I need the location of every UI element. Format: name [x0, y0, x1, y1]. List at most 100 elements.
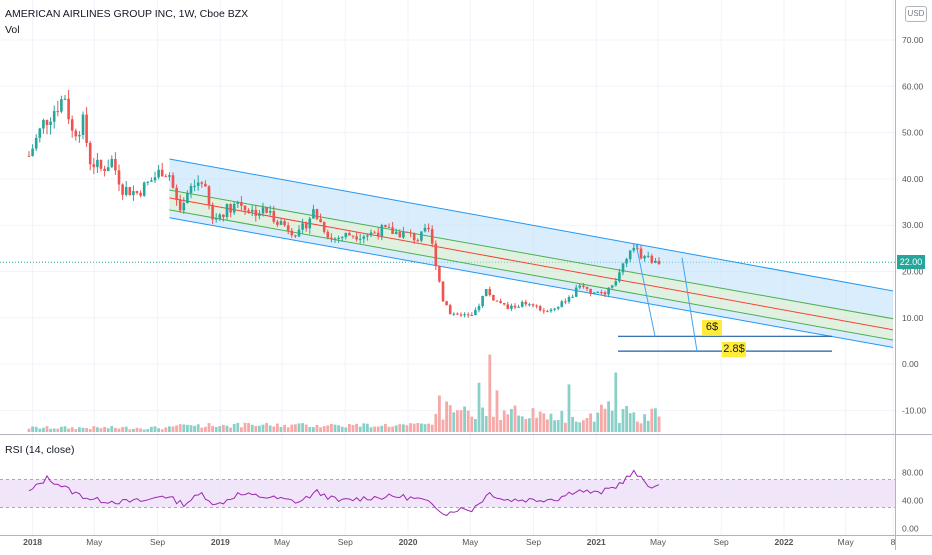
volume-bar — [38, 428, 42, 432]
candle-body — [258, 213, 261, 216]
rsi-tick-label: 0.00 — [902, 524, 919, 534]
volume-bar — [567, 384, 571, 432]
candle-body — [67, 98, 70, 120]
volume-bar — [92, 426, 96, 432]
volume-bar — [524, 419, 528, 432]
candle-body — [74, 130, 78, 137]
time-tick-label: Sep — [526, 537, 541, 547]
candle-body — [164, 176, 168, 178]
candle-body — [99, 159, 103, 169]
candle-body — [272, 211, 276, 222]
volume-bar — [225, 425, 229, 432]
candle-body — [582, 285, 585, 287]
candle-body — [276, 221, 279, 225]
candle-body — [459, 314, 463, 316]
volume-bar — [409, 423, 412, 432]
volume-bar — [214, 426, 218, 432]
candle-body — [650, 255, 654, 263]
volume-bar — [67, 428, 70, 432]
candle-body — [499, 301, 502, 304]
target-label-2[interactable]: 2.8$ — [722, 342, 746, 357]
target-label-1[interactable]: 6$ — [702, 320, 722, 335]
volume-bar — [355, 423, 358, 432]
channel-line-mid — [169, 197, 894, 331]
candle-body — [204, 183, 207, 187]
candle-body — [470, 315, 474, 317]
currency-badge[interactable]: USD — [905, 6, 927, 22]
projection-line-2 — [681, 257, 698, 352]
volume-bar — [261, 424, 265, 432]
current-price-tag: 22.00 — [897, 255, 925, 269]
volume-bar — [157, 428, 160, 432]
candle-body — [63, 98, 67, 100]
candle-body — [412, 233, 416, 241]
volume-bar — [502, 410, 506, 432]
candle-body — [618, 272, 621, 282]
volume-bar — [459, 410, 463, 432]
volume-bar — [445, 401, 448, 432]
candle-body — [416, 240, 420, 242]
volume-bar — [207, 423, 211, 432]
candle-body — [625, 259, 628, 264]
price-tick-label: -10.00 — [902, 405, 926, 415]
candle-body — [466, 314, 470, 316]
volume-bar — [531, 408, 535, 432]
time-tick-label: 2020 — [399, 537, 418, 547]
candle-body — [333, 238, 337, 240]
candlesticks — [27, 89, 661, 318]
candle-body — [391, 227, 394, 234]
time-tick-label: May — [838, 537, 855, 547]
volume-bar — [592, 421, 596, 432]
candle-body — [153, 177, 157, 181]
candle-body — [427, 227, 430, 230]
volume-bar — [366, 423, 369, 432]
candle-body — [218, 214, 222, 219]
volume-bar — [268, 425, 272, 432]
volume-bar — [452, 412, 456, 432]
volume-bar — [232, 424, 236, 432]
candle-body — [362, 236, 366, 239]
volume-bar — [513, 405, 517, 432]
volume-bar — [542, 413, 546, 432]
candle-body — [355, 236, 358, 240]
candle-body — [423, 227, 427, 232]
candle-body — [434, 243, 438, 266]
candle-body — [607, 287, 610, 295]
volume-bar — [42, 427, 45, 432]
candle-body — [387, 226, 391, 228]
volume-bar — [412, 423, 416, 432]
candle-body — [70, 119, 74, 131]
candle-body — [301, 223, 304, 230]
volume-bar — [585, 418, 589, 432]
volume-bar — [164, 427, 168, 432]
volume-bar — [517, 415, 520, 432]
candle-body — [463, 314, 466, 316]
volume-bar — [27, 428, 31, 432]
channel-band-upper — [169, 158, 893, 319]
candle-body — [211, 204, 214, 220]
volume-bar — [312, 427, 315, 432]
volume-bar — [153, 426, 157, 432]
candle-body — [182, 203, 186, 211]
volume-bar — [380, 425, 384, 432]
volume-bar — [574, 421, 578, 432]
volume-bar — [398, 424, 402, 432]
volume-bar — [254, 426, 258, 432]
candle-body — [574, 287, 578, 297]
candle-body — [564, 301, 567, 303]
volume-bar — [582, 420, 585, 432]
candle-body — [31, 148, 34, 156]
volume-bar — [60, 426, 63, 432]
candle-body — [240, 202, 243, 206]
candle-body — [45, 120, 49, 126]
chart-title: AMERICAN AIRLINES GROUP INC, 1W, Cboe BZ… — [5, 8, 249, 20]
volume-bar — [322, 426, 326, 432]
volume-bar — [204, 426, 207, 432]
volume-label: Vol — [5, 24, 20, 36]
volume-bar — [506, 414, 510, 432]
volume-bar — [358, 426, 362, 432]
price-tick-label: 20.00 — [902, 267, 924, 277]
candle-body — [409, 232, 412, 234]
candle-body — [178, 199, 182, 211]
